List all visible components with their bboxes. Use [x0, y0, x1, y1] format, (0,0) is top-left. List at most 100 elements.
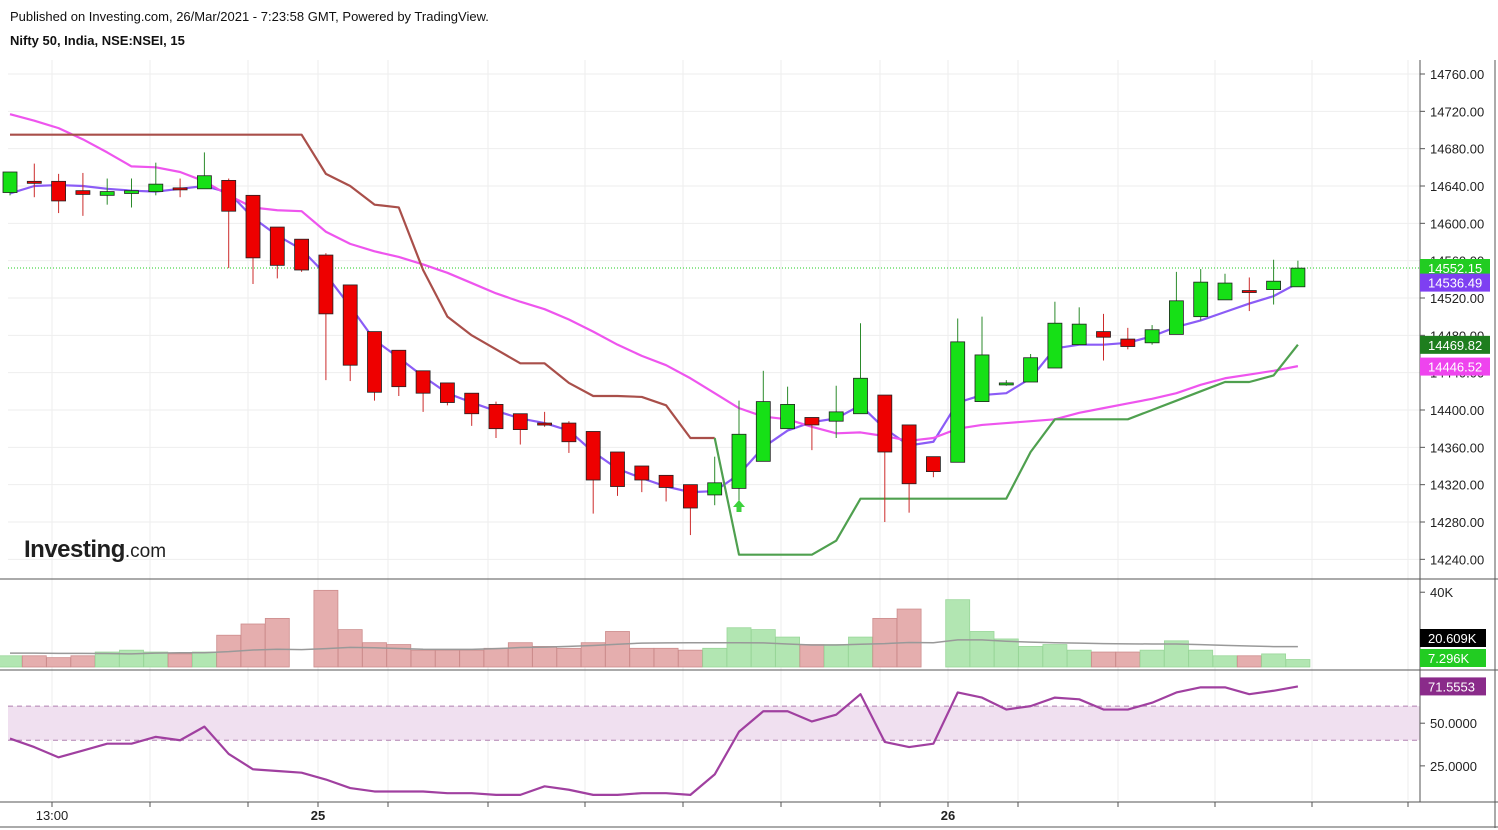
gridlines: [8, 60, 1420, 800]
volume-bar: [1188, 649, 1214, 668]
volume-bar: [532, 646, 557, 668]
candle-body: [1023, 357, 1038, 383]
volume-bar: [629, 647, 655, 668]
volume-bar: [362, 642, 387, 668]
axes: 14240.00 14280.00 14320.00 14360.00 14400.00…: [0, 60, 1498, 828]
candle-body: [99, 191, 115, 196]
volume-bar: [726, 627, 752, 668]
candle-body: [172, 187, 188, 191]
candle-body: [124, 190, 139, 194]
candle-body: [804, 417, 820, 426]
candle-body: [828, 411, 844, 422]
volume-bar: [191, 651, 217, 668]
logo-brand: Investing: [24, 536, 125, 563]
candle-body: [926, 456, 941, 472]
volume-bar: [750, 629, 776, 668]
price-tag: [1420, 357, 1490, 376]
candle-body: [269, 226, 285, 266]
volume-tag: [1420, 629, 1486, 647]
volume-bar: [556, 647, 582, 668]
symbol-title: Nifty 50, India, NSE:NSEI, 15: [10, 33, 185, 48]
volume-bar: [605, 631, 630, 668]
price-tag-label: 14552.15: [1428, 261, 1482, 276]
candle-body: [1241, 290, 1257, 293]
y-tick-label: 14520.00: [1430, 291, 1484, 306]
price-panel: [2, 113, 1420, 556]
investing-logo: Investing.com: [24, 536, 166, 564]
volume-bar: [580, 642, 606, 668]
volume-bar: [21, 655, 47, 668]
candle-body: [780, 403, 795, 430]
volume-tag-label: 7.296K: [1428, 651, 1470, 666]
candle-body: [1290, 267, 1306, 288]
price-tag: [1420, 273, 1490, 292]
candle-body: [1047, 322, 1063, 369]
volume-bar: [969, 631, 995, 668]
candle-body: [2, 171, 18, 193]
y-tick-label: 14600.00: [1430, 216, 1484, 231]
volume-bar: [143, 651, 169, 668]
candle-body: [342, 284, 358, 366]
candle-body: [439, 382, 455, 403]
candle-body: [1120, 338, 1136, 347]
rsi-tag: [1420, 677, 1486, 696]
candle-body: [998, 382, 1014, 386]
volume-bar: [1018, 646, 1043, 668]
y-tick-label: 14320.00: [1430, 478, 1484, 493]
y-tick-label: 14680.00: [1430, 142, 1484, 157]
price-tag-label: 14469.82: [1428, 338, 1482, 353]
candle-body: [1096, 331, 1111, 338]
volume-bar: [1261, 653, 1286, 668]
volume-bar: [678, 649, 703, 668]
volume-bar: [507, 642, 533, 668]
volume-bar: [119, 649, 144, 668]
volume-y-tick-label: 40K: [1430, 585, 1453, 600]
candle-body: [877, 394, 893, 453]
x-tick-label: 25: [311, 808, 325, 823]
price-tag-label: 14446.52: [1428, 360, 1482, 375]
indicator-line-1: [9, 183, 1299, 494]
candle-body: [245, 194, 261, 259]
volume-bar: [1042, 644, 1068, 668]
volume-bar: [0, 655, 23, 668]
candle-body: [1217, 282, 1233, 301]
candle-body: [707, 482, 723, 496]
candle-body: [75, 190, 91, 195]
volume-bar: [1139, 649, 1165, 668]
volume-bar: [702, 647, 728, 668]
candle-body: [1193, 281, 1209, 318]
indicator-line-2: [9, 113, 1299, 442]
candle-body: [221, 179, 237, 212]
candle-body: [853, 377, 868, 415]
volume-bar: [46, 657, 71, 668]
volume-bar: [1164, 640, 1189, 668]
candle-body: [1071, 323, 1087, 346]
candle-body: [974, 354, 990, 402]
price-tag: [1420, 258, 1490, 277]
candle-body: [488, 403, 504, 430]
y-tick-label: 14240.00: [1430, 552, 1484, 567]
candle-body: [318, 254, 334, 315]
x-tick-label: 13:00: [36, 808, 69, 823]
rsi-panel: [8, 685, 1420, 796]
volume-bar: [264, 617, 290, 668]
price-tag: [1420, 335, 1490, 354]
candle-body: [1144, 329, 1160, 344]
volume-bar: [896, 608, 922, 668]
volume-bar: [945, 599, 971, 668]
logo-suffix: .com: [124, 541, 167, 562]
volume-bar: [240, 623, 266, 668]
rsi-tag-label: 71.5553: [1428, 679, 1475, 694]
candle-body: [950, 341, 966, 463]
candle-body: [561, 422, 577, 443]
volume-bar: [410, 649, 436, 668]
candle-body: [755, 401, 771, 462]
volume-bar: [459, 649, 485, 668]
candle-body: [464, 392, 480, 415]
volume-bar: [1066, 649, 1092, 668]
volume-bar: [1115, 651, 1141, 668]
y-tick-label: 14760.00: [1430, 67, 1484, 82]
indicator-line-4: [713, 343, 1299, 556]
rsi-band: [8, 706, 1420, 741]
